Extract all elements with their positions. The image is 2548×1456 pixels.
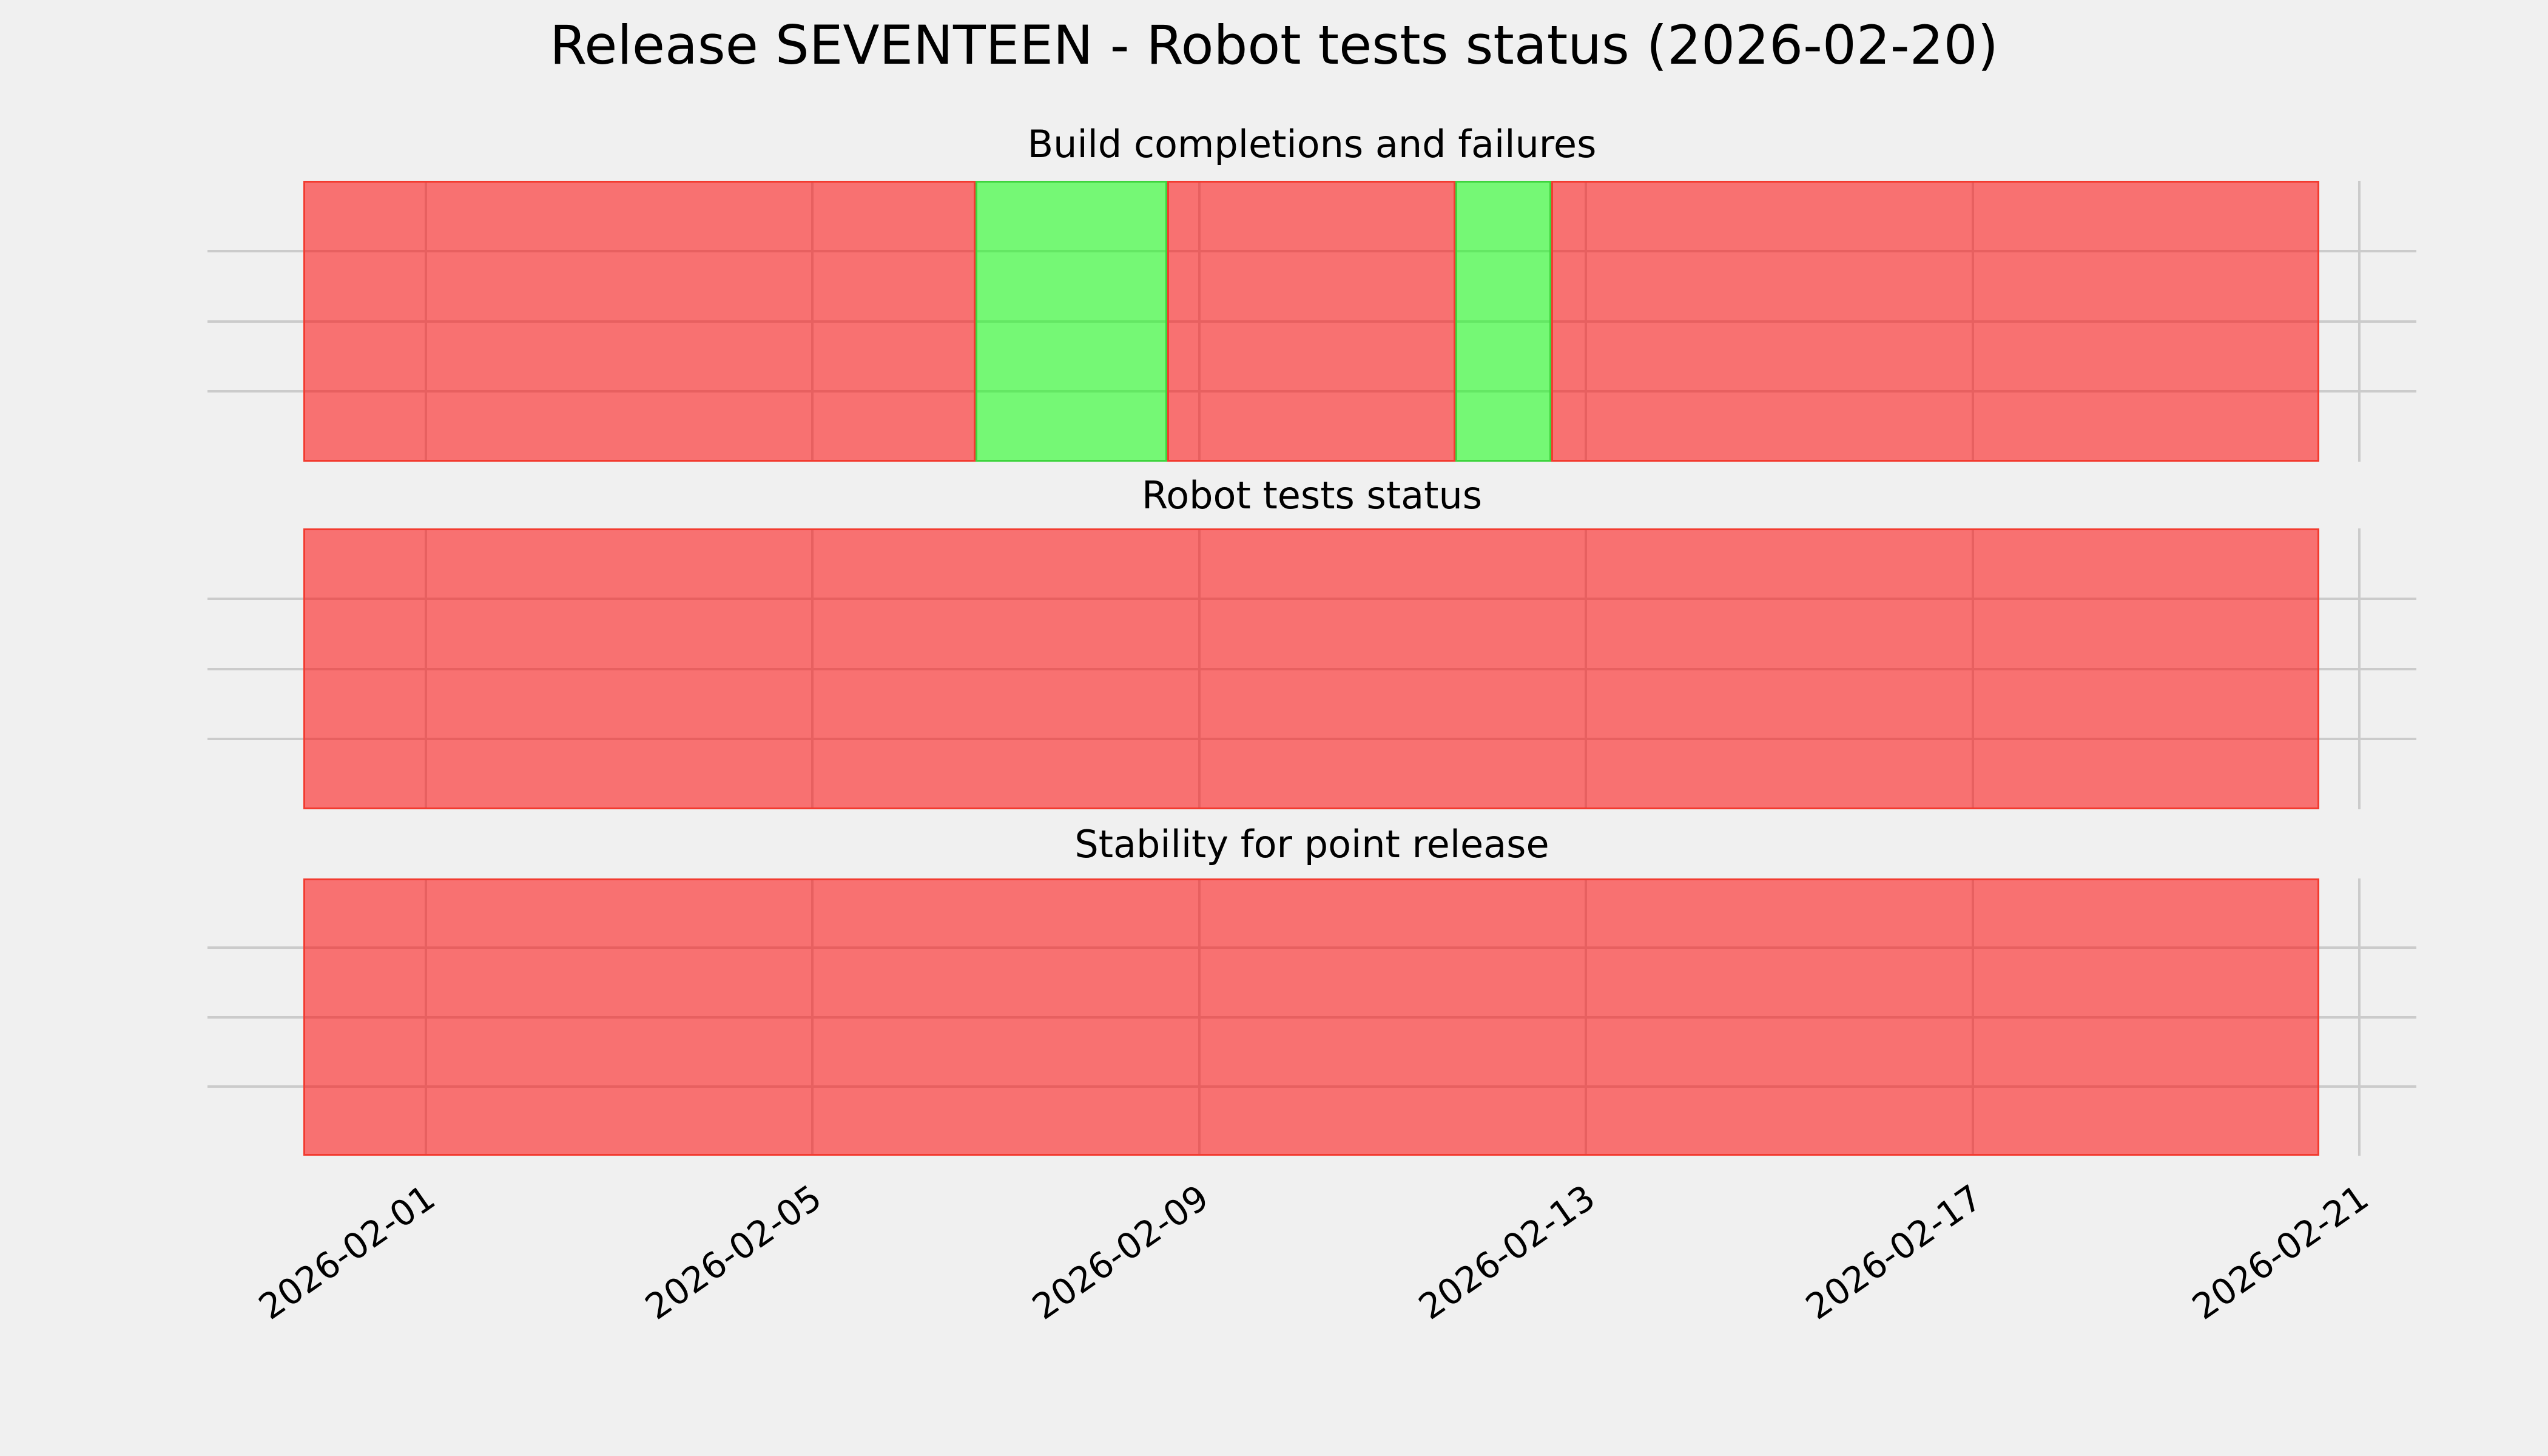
status-bars-layer (303, 528, 2319, 809)
status-run-pass (1455, 181, 1552, 462)
v-gridline (2358, 878, 2361, 1156)
status-run-fail (303, 181, 976, 462)
status-bars-layer (303, 181, 2319, 462)
axes-robot-tests (207, 528, 2416, 809)
status-run-fail (303, 878, 2319, 1156)
v-gridline (2358, 528, 2361, 809)
status-run-fail (1167, 181, 1455, 462)
x-tick-label: 2026-02-05 (638, 1176, 829, 1328)
axes-stability (207, 878, 2416, 1156)
x-tick-label: 2026-02-21 (2185, 1176, 2376, 1328)
panel-title-build-completions: Build completions and failures (1027, 122, 1597, 166)
x-tick-label: 2026-02-09 (1025, 1176, 1216, 1328)
v-gridline (2358, 181, 2361, 462)
status-run-fail (303, 528, 2319, 809)
x-tick-label: 2026-02-13 (1411, 1176, 1603, 1328)
status-run-fail (1551, 181, 2319, 462)
figure-title: Release SEVENTEEN - Robot tests status (… (550, 14, 1998, 76)
axes-build-completions (207, 181, 2416, 462)
panel-title-robot-tests: Robot tests status (1141, 473, 1483, 517)
status-run-pass (975, 181, 1168, 462)
x-tick-label: 2026-02-17 (1798, 1176, 1990, 1328)
x-tick-label: 2026-02-01 (251, 1176, 443, 1328)
panel-title-stability: Stability for point release (1074, 822, 1549, 866)
status-bars-layer (303, 878, 2319, 1156)
